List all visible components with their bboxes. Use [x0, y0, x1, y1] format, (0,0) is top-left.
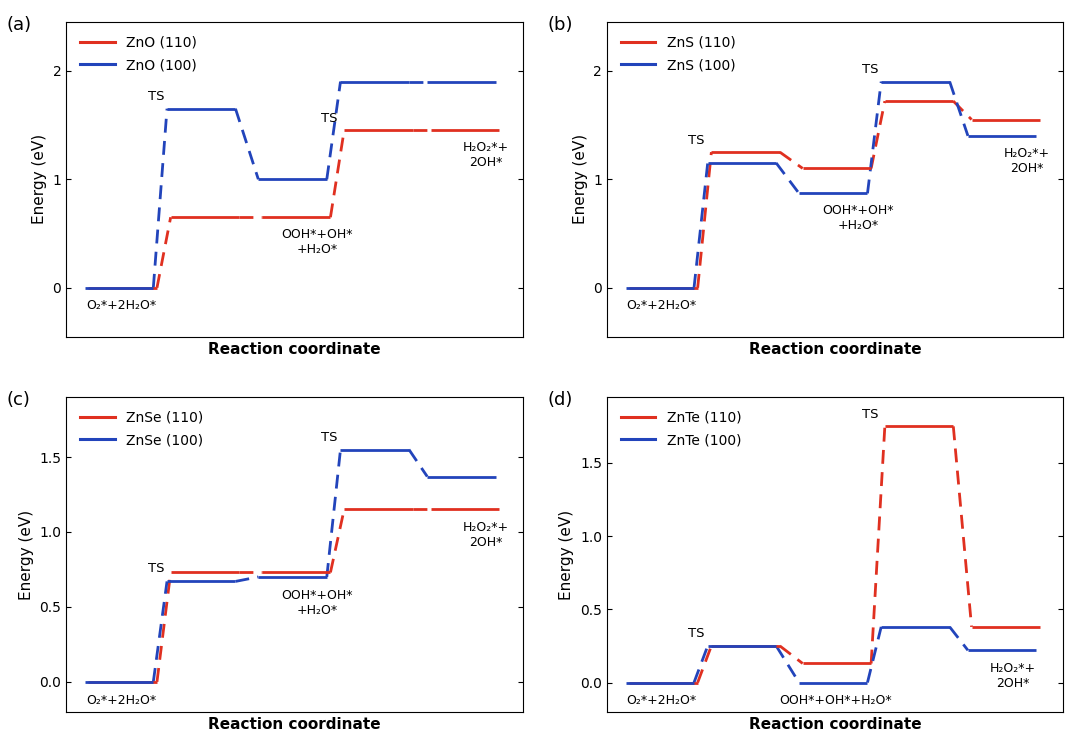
Legend: ZnTe (110), ZnTe (100): ZnTe (110), ZnTe (100) — [616, 405, 746, 453]
Text: TS: TS — [148, 91, 164, 103]
Text: TS: TS — [862, 63, 878, 76]
Text: H₂O₂*+
2OH*: H₂O₂*+ 2OH* — [1003, 147, 1050, 175]
Text: OOH*+OH*
+H₂O*: OOH*+OH* +H₂O* — [282, 589, 353, 617]
Y-axis label: Energy (eV): Energy (eV) — [572, 134, 588, 224]
Text: TS: TS — [321, 112, 338, 125]
Text: OOH*+OH*
+H₂O*: OOH*+OH* +H₂O* — [822, 204, 893, 232]
Text: (b): (b) — [548, 16, 573, 34]
Text: H₂O₂*+
2OH*: H₂O₂*+ 2OH* — [463, 521, 509, 550]
Text: O₂*+2H₂O*: O₂*+2H₂O* — [626, 299, 697, 312]
Text: OOH*+OH*
+H₂O*: OOH*+OH* +H₂O* — [282, 228, 353, 256]
Y-axis label: Energy (eV): Energy (eV) — [559, 509, 575, 599]
Legend: ZnS (110), ZnS (100): ZnS (110), ZnS (100) — [616, 30, 741, 78]
Text: (d): (d) — [548, 391, 572, 409]
X-axis label: Reaction coordinate: Reaction coordinate — [208, 718, 380, 733]
Text: TS: TS — [321, 431, 338, 443]
Text: H₂O₂*+
2OH*: H₂O₂*+ 2OH* — [990, 662, 1036, 690]
Text: H₂O₂*+
2OH*: H₂O₂*+ 2OH* — [463, 142, 509, 169]
Text: O₂*+2H₂O*: O₂*+2H₂O* — [85, 299, 156, 312]
Text: (a): (a) — [6, 16, 32, 34]
X-axis label: Reaction coordinate: Reaction coordinate — [748, 718, 921, 733]
Text: TS: TS — [688, 627, 705, 640]
Text: O₂*+2H₂O*: O₂*+2H₂O* — [626, 694, 697, 707]
Text: O₂*+2H₂O*: O₂*+2H₂O* — [85, 694, 156, 707]
Text: TS: TS — [862, 407, 878, 420]
Text: (c): (c) — [6, 391, 30, 409]
X-axis label: Reaction coordinate: Reaction coordinate — [208, 342, 380, 357]
Legend: ZnSe (110), ZnSe (100): ZnSe (110), ZnSe (100) — [75, 405, 208, 453]
Legend: ZnO (110), ZnO (100): ZnO (110), ZnO (100) — [75, 30, 202, 78]
Y-axis label: Energy (eV): Energy (eV) — [18, 509, 33, 599]
Text: TS: TS — [688, 133, 705, 147]
Y-axis label: Energy (eV): Energy (eV) — [31, 134, 46, 224]
Text: TS: TS — [148, 562, 164, 575]
Text: OOH*+OH*+H₂O*: OOH*+OH*+H₂O* — [779, 694, 891, 707]
X-axis label: Reaction coordinate: Reaction coordinate — [748, 342, 921, 357]
